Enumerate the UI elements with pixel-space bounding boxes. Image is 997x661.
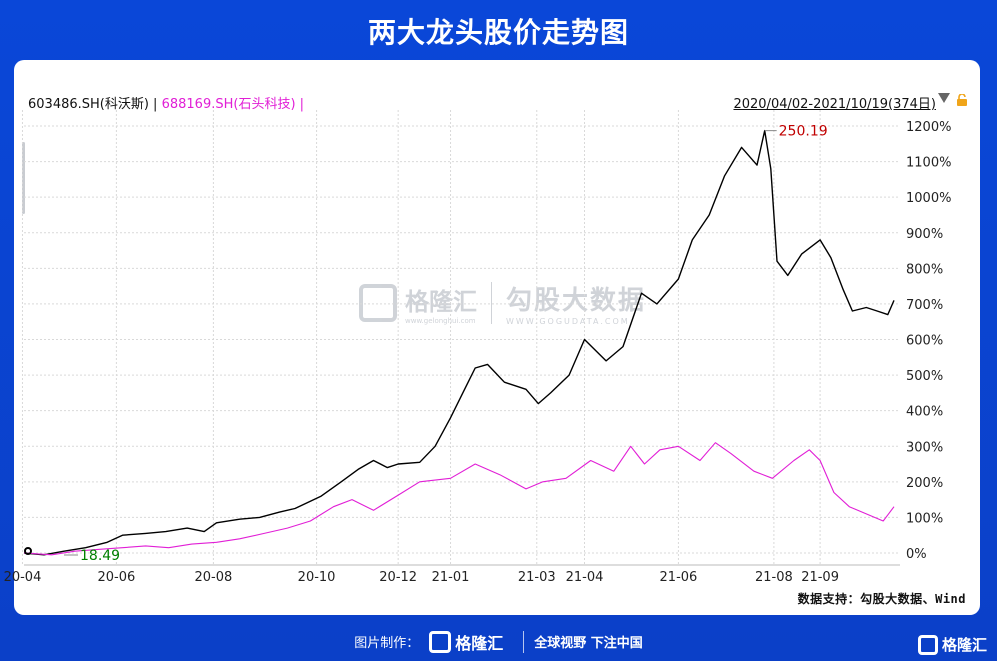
y-tick-label: 1000% xyxy=(906,191,951,206)
footer-made-by: 图片制作： xyxy=(354,636,420,651)
series-line-2 xyxy=(23,442,895,556)
x-tick-label: 21-08 xyxy=(755,570,793,585)
footer-divider xyxy=(523,630,525,653)
footer-brand: 格隆汇 xyxy=(429,630,503,654)
min-label: 18.49 xyxy=(80,548,120,564)
footer: 图片制作： 格隆汇 全球视野 下注中国 xyxy=(0,622,997,661)
x-tick-label: 21-09 xyxy=(801,570,839,585)
x-tick-label: 21-06 xyxy=(660,570,698,585)
y-tick-label: 700% xyxy=(906,298,943,313)
x-tick-label: 20-06 xyxy=(97,570,135,585)
dropdown-arrow-icon[interactable] xyxy=(938,93,950,103)
watermark-logo-icon xyxy=(359,284,397,322)
y-tick-label: 600% xyxy=(906,334,943,349)
legend-series1[interactable]: 603486.SH(科沃斯) | xyxy=(28,97,158,112)
scrollbar[interactable] xyxy=(22,142,25,214)
y-tick-label: 1100% xyxy=(906,156,951,171)
x-tick-label: 21-03 xyxy=(518,570,556,585)
max-label: 250.19 xyxy=(779,124,828,140)
corner-brand: 格隆汇 xyxy=(917,634,987,655)
watermark: 格隆汇 www.gelonghui.com 勾股大数据 WWW.GOGUDATA… xyxy=(359,280,646,326)
x-tick-label: 21-01 xyxy=(432,570,470,585)
chart-legend: 603486.SH(科沃斯) | 688169.SH(石头科技) | xyxy=(28,93,304,112)
corner-logo-icon xyxy=(917,634,938,655)
date-range-selector[interactable]: 2020/04/02-2021/10/19(374日) xyxy=(733,97,936,112)
y-tick-label: 800% xyxy=(906,262,943,277)
y-tick-label: 300% xyxy=(906,440,943,455)
y-tick-label: 900% xyxy=(906,227,943,242)
y-tick-label: 200% xyxy=(906,476,943,491)
start-marker xyxy=(24,547,32,555)
x-tick-label: 21-04 xyxy=(566,570,604,585)
x-tick-label: 20-08 xyxy=(195,570,233,585)
page-title: 两大龙头股价走势图 xyxy=(367,16,629,49)
x-tick-label: 20-12 xyxy=(379,570,417,585)
brand-logo-icon xyxy=(429,630,452,653)
y-tick-label: 100% xyxy=(906,511,943,526)
x-tick-label: 20-10 xyxy=(298,570,336,585)
watermark-divider xyxy=(491,282,492,324)
y-tick-label: 1200% xyxy=(906,120,951,135)
y-tick-label: 500% xyxy=(906,369,943,384)
footer-slogan: 全球视野 下注中国 xyxy=(534,636,643,651)
legend-series2[interactable]: 688169.SH(石头科技) | xyxy=(161,97,305,112)
watermark-right: 勾股大数据 WWW.GOGUDATA.COM xyxy=(506,286,647,326)
data-source: 数据支持：勾股大数据、Wind xyxy=(797,592,966,606)
y-tick-label: 400% xyxy=(906,405,943,420)
y-tick-label: 0% xyxy=(906,547,927,562)
watermark-left: 格隆汇 www.gelonghui.com xyxy=(405,287,477,325)
lock-icon[interactable] xyxy=(956,94,968,106)
series-line-1 xyxy=(23,129,895,556)
x-tick-label: 20-04 xyxy=(4,570,42,585)
chart-card: 603486.SH(科沃斯) | 688169.SH(石头科技) | 2020/… xyxy=(14,60,980,615)
